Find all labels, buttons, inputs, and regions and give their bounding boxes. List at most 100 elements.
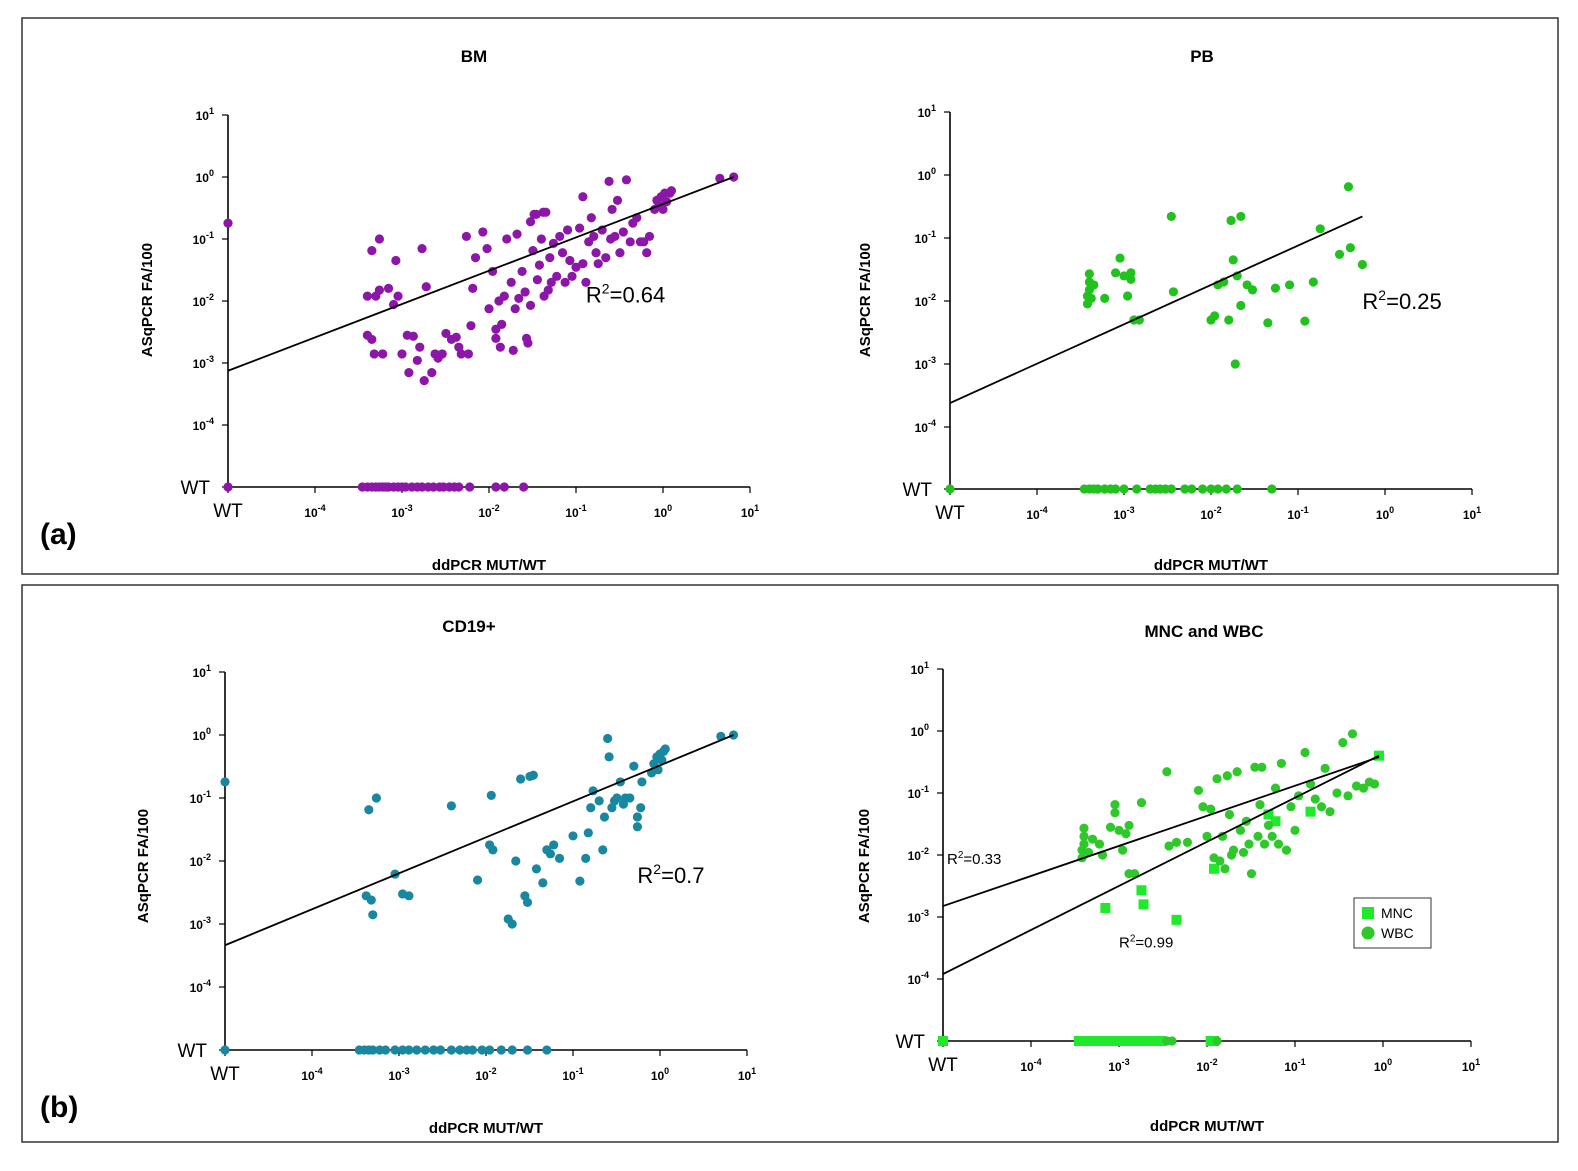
y-tick-label: 10-1: [908, 784, 929, 801]
data-point: [1357, 259, 1368, 270]
data-point-square: [1305, 806, 1316, 817]
data-point: [546, 277, 556, 287]
data-point-square: [1094, 1036, 1105, 1046]
data-point: [604, 752, 614, 762]
data-point: [1250, 762, 1260, 772]
y-tick-label: 101: [911, 660, 929, 677]
y-tick-label: 10-3: [190, 915, 211, 932]
data-point-square: [1073, 1036, 1084, 1046]
y-tick-label: 10-1: [915, 229, 936, 246]
data-point: [636, 803, 646, 813]
data-point: [1166, 211, 1176, 222]
x-tick-label: 101: [1462, 1057, 1480, 1074]
chart-title: MNC and WBC: [1145, 622, 1264, 641]
data-point: [362, 291, 372, 301]
data-point: [1210, 311, 1220, 321]
x-tick-label-wt: WT: [928, 1055, 958, 1076]
data-point: [575, 223, 585, 233]
data-point: [401, 482, 411, 492]
data-point: [632, 812, 643, 822]
data-point: [367, 245, 377, 256]
data-point: [583, 828, 593, 838]
data-point: [1338, 737, 1348, 748]
data-point: [1334, 249, 1345, 259]
data-point: [1168, 287, 1179, 297]
data-point: [1308, 277, 1318, 287]
data-point: [545, 253, 555, 263]
data-point-square: [1114, 1036, 1124, 1046]
y-tick-label: 10-4: [190, 978, 211, 995]
data-point: [1100, 293, 1110, 303]
y-tick-label: 10-1: [190, 789, 211, 806]
data-point: [598, 845, 608, 855]
y-tick-label: 101: [196, 106, 214, 123]
data-point: [612, 793, 622, 803]
data-point: [1212, 1036, 1222, 1046]
data-point: [610, 231, 620, 242]
data-point-square: [1270, 816, 1281, 827]
data-point: [601, 253, 611, 263]
data-point: [542, 1045, 552, 1055]
data-point: [393, 291, 403, 301]
data-point: [660, 744, 670, 754]
data-point: [220, 1045, 230, 1055]
series-wbc: [1077, 729, 1380, 1046]
data-point: [510, 304, 520, 314]
data-point: [404, 1045, 414, 1055]
data-point: [1079, 831, 1089, 841]
data-point: [571, 262, 581, 272]
data-point: [1110, 808, 1120, 818]
data-point: [398, 1045, 408, 1055]
data-point: [568, 831, 578, 841]
data-point: [1236, 300, 1246, 311]
data-point: [520, 287, 530, 297]
y-axis-label: ASqPCR FA/100: [856, 809, 873, 923]
y-tick-label: 10-2: [915, 292, 936, 309]
x-tick-label: 10-1: [565, 503, 586, 520]
chart-title: BM: [461, 47, 487, 66]
data-point: [1300, 316, 1310, 326]
data-point: [1197, 484, 1208, 494]
data-point: [488, 845, 498, 855]
data-point: [1182, 837, 1193, 847]
data-point: [536, 234, 546, 244]
data-point: [486, 790, 496, 800]
x-tick-label: 10-1: [562, 1066, 583, 1083]
data-point: [607, 204, 617, 215]
data-point: [223, 218, 233, 228]
data-point: [642, 248, 652, 258]
legend-entry-mnc: MNC: [1381, 905, 1413, 921]
data-point: [541, 207, 551, 217]
data-point: [625, 793, 635, 803]
data-point: [1263, 820, 1274, 831]
data-point: [637, 777, 647, 787]
data-point: [575, 876, 585, 886]
x-tick-label: 100: [1376, 505, 1394, 522]
x-tick-label: 10-4: [1026, 505, 1047, 522]
data-point: [1213, 484, 1223, 494]
data-point: [412, 355, 422, 366]
data-point: [1206, 804, 1216, 814]
data-point-square: [1171, 914, 1182, 925]
data-point: [1124, 820, 1134, 831]
data-point: [1316, 802, 1327, 812]
data-point: [1221, 484, 1231, 494]
data-point: [485, 1045, 495, 1055]
data-point: [1267, 484, 1277, 494]
data-point: [1114, 825, 1124, 835]
data-point: [419, 376, 429, 386]
data-point: [1079, 839, 1089, 849]
panel-a-label: (a): [40, 518, 77, 551]
data-point: [404, 368, 414, 378]
chart-title: PB: [1190, 47, 1214, 66]
data-point: [1238, 847, 1249, 858]
data-point: [1171, 837, 1182, 847]
data-point: [1119, 484, 1129, 494]
data-point: [463, 349, 474, 359]
data-point: [223, 482, 233, 492]
data-point: [534, 260, 545, 270]
x-tick-label: 10-2: [475, 1066, 496, 1083]
data-point-square: [1208, 863, 1219, 874]
data-point: [467, 1045, 478, 1055]
